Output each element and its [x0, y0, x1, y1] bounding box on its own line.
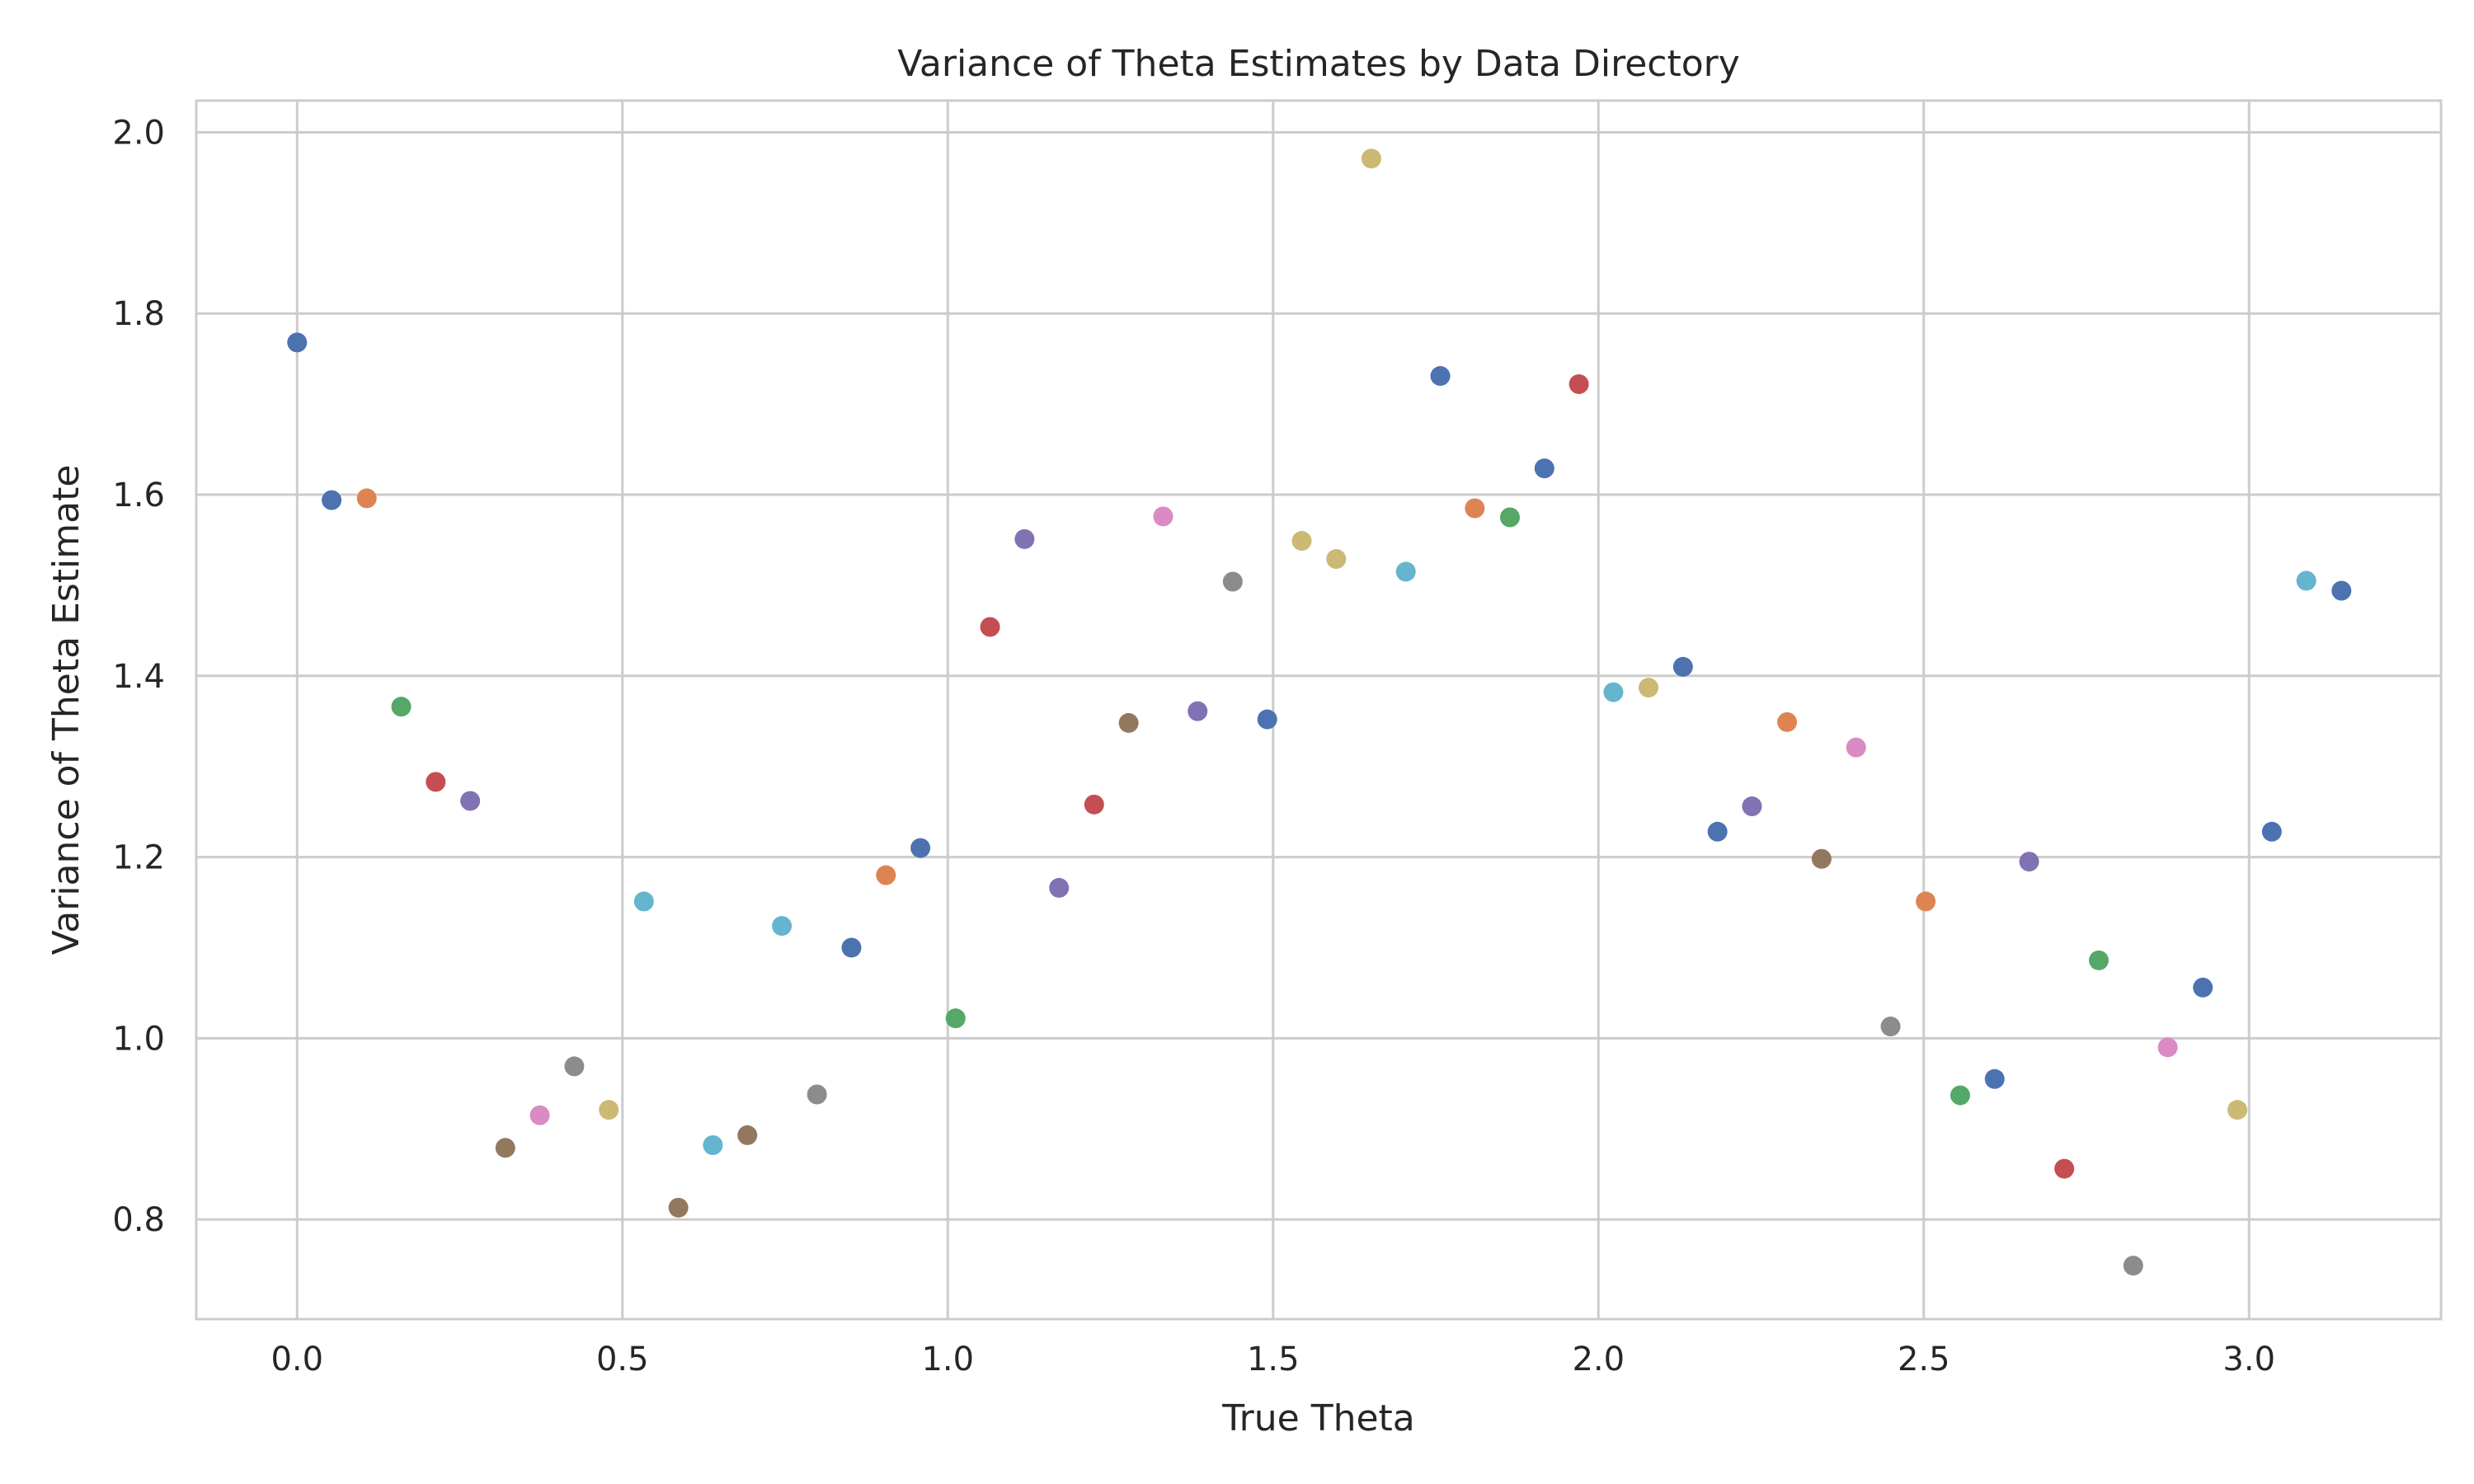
- data-points: [287, 148, 2352, 1276]
- y-tick-label: 2.0: [112, 114, 165, 152]
- data-point: [980, 617, 1000, 637]
- data-point: [737, 1125, 758, 1145]
- x-tick-label: 1.5: [1247, 1341, 1300, 1378]
- data-point: [1984, 1068, 2005, 1089]
- data-point: [1777, 711, 1798, 732]
- data-point: [391, 697, 412, 717]
- data-point: [1430, 366, 1451, 387]
- data-point: [564, 1056, 585, 1077]
- data-point: [1465, 498, 1485, 519]
- data-point: [529, 1105, 550, 1125]
- data-point: [2054, 1158, 2075, 1179]
- x-axis-label: True Theta: [1221, 1397, 1415, 1439]
- data-point: [2157, 1037, 2178, 1058]
- data-point: [1846, 737, 1866, 758]
- data-point: [1014, 528, 1035, 549]
- x-tick-label: 1.0: [921, 1341, 974, 1378]
- data-point: [2123, 1256, 2143, 1276]
- data-point: [1569, 373, 1589, 394]
- x-tick-label: 0.5: [596, 1341, 649, 1378]
- data-point: [599, 1100, 619, 1120]
- data-point: [1534, 458, 1554, 479]
- x-tick-label: 2.5: [1898, 1341, 1950, 1378]
- data-point: [1950, 1085, 1970, 1106]
- data-point: [2019, 852, 2039, 872]
- data-point: [1916, 891, 1936, 912]
- data-point: [876, 865, 896, 885]
- x-tick-label: 0.0: [270, 1341, 323, 1378]
- y-tick-label: 0.8: [112, 1201, 165, 1239]
- data-point: [1049, 877, 1070, 898]
- data-point: [1742, 796, 1762, 817]
- data-point: [1395, 561, 1416, 582]
- data-point: [910, 838, 931, 858]
- data-point: [1118, 712, 1139, 733]
- data-point: [703, 1135, 723, 1156]
- y-axis-ticks: 0.8 1.0 1.2 1.4 1.6 1.8 2.0: [112, 114, 165, 1239]
- data-point: [1639, 678, 1659, 698]
- data-point: [633, 891, 654, 912]
- data-point: [1499, 507, 1520, 528]
- data-point: [1880, 1017, 1901, 1037]
- data-point: [1603, 682, 1624, 702]
- data-point: [2296, 571, 2316, 591]
- x-axis-ticks: 0.0 0.5 1.0 1.5 2.0 2.5 3.0: [270, 1341, 2275, 1378]
- x-tick-label: 3.0: [2222, 1341, 2275, 1378]
- data-point: [1291, 531, 1312, 552]
- data-point: [287, 332, 308, 353]
- data-point: [807, 1084, 827, 1105]
- data-point: [1257, 709, 1277, 730]
- data-point: [2227, 1100, 2248, 1120]
- data-point: [2261, 821, 2282, 842]
- x-tick-label: 2.0: [1572, 1341, 1625, 1378]
- data-point: [945, 1008, 966, 1029]
- data-point: [772, 916, 793, 937]
- data-point: [356, 488, 377, 509]
- data-point: [1707, 821, 1728, 842]
- chart-title: Variance of Theta Estimates by Data Dire…: [897, 43, 1740, 85]
- data-point: [2331, 580, 2352, 601]
- y-tick-label: 1.6: [112, 477, 165, 514]
- data-point: [426, 772, 446, 792]
- data-point: [1326, 549, 1347, 570]
- data-point: [1672, 656, 1693, 677]
- y-tick-label: 1.0: [112, 1020, 165, 1058]
- data-point: [668, 1197, 689, 1218]
- plot-frame: [195, 99, 2443, 1321]
- data-point: [495, 1138, 515, 1158]
- data-point: [1222, 571, 1243, 592]
- data-point: [1361, 148, 1381, 169]
- data-point: [1811, 848, 1832, 869]
- y-tick-label: 1.8: [112, 295, 165, 333]
- data-point: [2088, 950, 2109, 970]
- y-axis-label: Variance of Theta Estimate: [45, 465, 87, 956]
- data-point: [1188, 701, 1208, 721]
- data-point: [322, 490, 342, 510]
- y-tick-label: 1.4: [112, 658, 165, 696]
- data-point: [460, 791, 481, 811]
- data-point: [2193, 977, 2213, 998]
- grid-lines: [196, 101, 2441, 1319]
- data-point: [841, 937, 862, 958]
- data-point: [1084, 794, 1104, 815]
- data-point: [1153, 506, 1174, 527]
- y-tick-label: 1.2: [112, 839, 165, 877]
